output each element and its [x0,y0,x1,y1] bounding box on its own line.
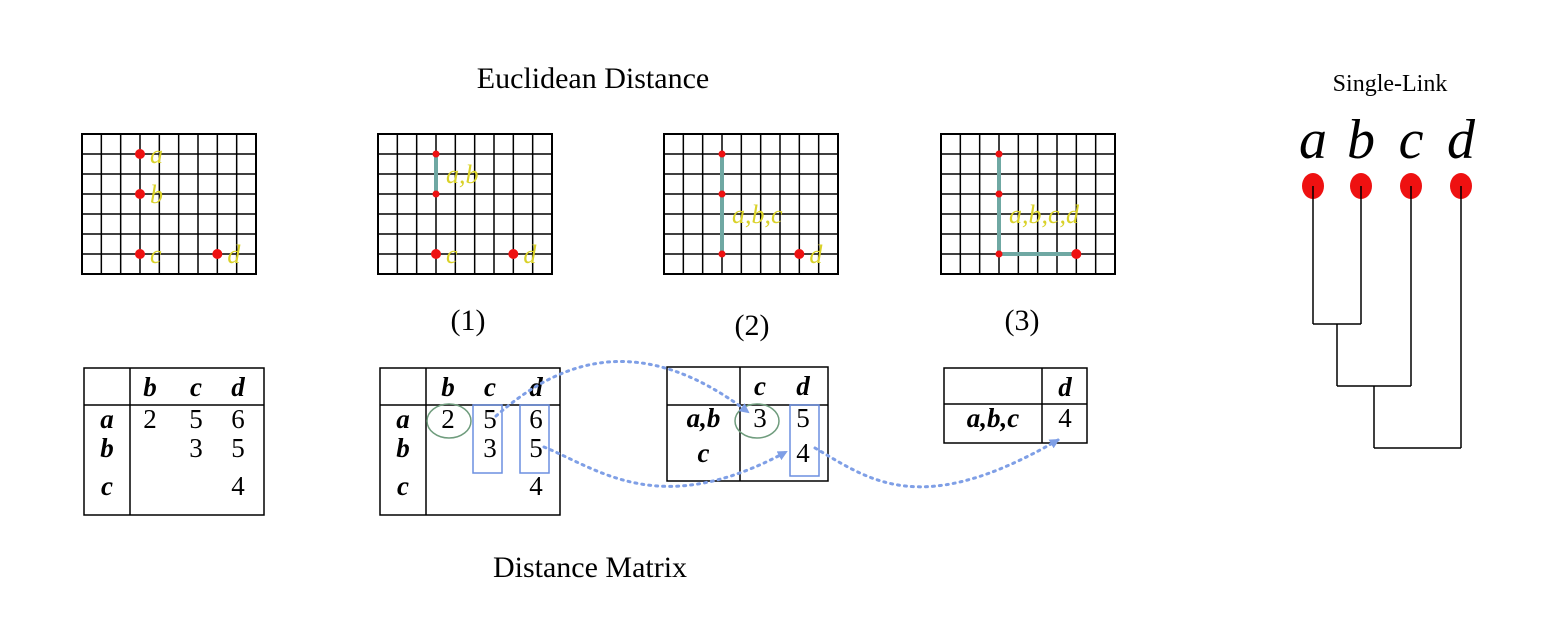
matrix-cell: 4 [529,471,543,501]
matrix-cell: 3 [189,433,203,463]
col-header: c [190,372,202,402]
cluster-label: a,b [446,160,479,189]
point-b [432,190,440,198]
point-c [431,249,441,259]
point-d [212,249,223,259]
step-label-2: (2) [735,309,770,342]
step-label-3: (3) [1005,304,1040,337]
grid-step-1: a,b c d [377,133,553,275]
row-header: c [397,471,409,501]
step-label-1: (1) [451,304,486,337]
merge-arrow [542,445,788,488]
cluster-label: d [523,240,537,269]
min-distance-circle [734,403,780,439]
row-header: a [396,404,410,434]
matrix-cell: 4 [796,438,810,468]
leaf-label-a: a [1299,109,1327,171]
matrix-border [943,367,1088,444]
matrix-border [666,366,829,482]
leaf-label-c: c [1399,109,1424,171]
cluster-label: a,b,c [732,200,783,229]
matrix-cell: 3 [753,403,767,433]
point-c [995,250,1003,258]
euclidean-distance-title: Euclidean Distance [477,62,709,95]
grid-border [81,133,257,275]
merge-arrow [494,359,750,418]
col-header: d [796,371,810,401]
grid-border [663,133,839,275]
col-header: b [143,372,157,402]
row-header: a,b [687,403,721,433]
matrix-cell: 2 [143,404,157,434]
matrix-cell: 4 [231,471,245,501]
row-header: a,b,c [967,403,1020,433]
point-c [718,250,726,258]
col-header: b [441,372,455,402]
matrix-cell: 6 [231,404,245,434]
merge-box [789,404,820,477]
point-b [995,190,1003,198]
row-header: b [100,433,114,463]
cluster-label: c [150,240,162,269]
cluster-label: d [227,240,241,269]
grid-step-3: a,b,c,d [940,133,1116,275]
matrix-border [83,367,265,516]
leaf-label-d: d [1447,109,1476,171]
cluster-label: b [150,180,163,209]
matrix-cell: 5 [483,404,497,434]
col-header: c [484,372,496,402]
matrix-cell: 5 [189,404,203,434]
point-a [718,150,726,158]
point-d [794,249,805,259]
matrix-cell: 4 [1058,403,1072,433]
cluster-label: d [809,240,823,269]
grid-step-2: a,b,c d [663,133,839,275]
matrix-cell: 5 [796,403,810,433]
point-d [508,249,519,259]
matrix-cell: 3 [483,433,497,463]
matrix-step-2: c da,bc3 54 [666,366,829,482]
distance-matrix-title: Distance Matrix [493,551,687,584]
matrix-cell: 6 [529,404,543,434]
point-a [432,150,440,158]
point-d [1071,249,1082,259]
point-a [135,149,145,159]
matrix-border [379,367,561,516]
matrix-cell: 2 [441,404,455,434]
cluster-label: a [150,140,163,169]
merge-box [472,404,503,474]
point-a [995,150,1003,158]
col-header: d [231,372,245,402]
single-link-title: Single-Link [1333,71,1448,97]
col-header: d [1058,372,1072,402]
min-distance-circle [426,403,472,439]
point-b [718,190,726,198]
matrix-cell: 5 [529,433,543,463]
row-header: c [101,471,113,501]
point-c [135,249,145,259]
grid-border [940,133,1116,275]
cluster-label: a,b,c,d [1009,200,1080,229]
grid-border [377,133,553,275]
merge-box [519,404,550,474]
merge-arrow [813,438,1060,489]
point-b [135,189,145,199]
row-header: b [396,433,410,463]
matrix-cell: 5 [231,433,245,463]
grid-initial: ab c d [81,133,257,275]
row-header: a [100,404,114,434]
col-header: c [754,371,766,401]
leaf-label-b: b [1347,109,1375,171]
matrix-step-3: d a,b,c 4 [943,367,1088,444]
row-header: c [698,438,710,468]
cluster-label: c [446,240,458,269]
